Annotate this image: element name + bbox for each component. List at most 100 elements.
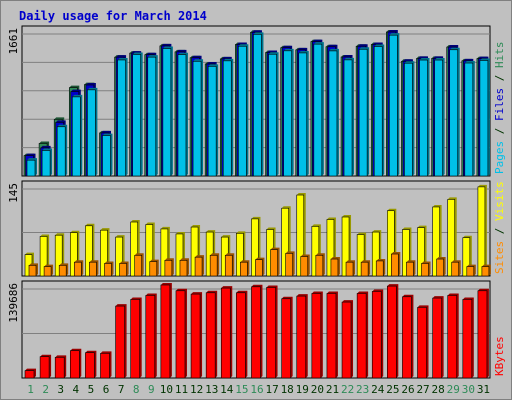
bar-kbytes-day2-face bbox=[39, 356, 50, 379]
x-axis-labels: 1 2 3 4 5 6 7 8 9 10 11 12 13 14 15 16 17 18 19 20 21 22 23 24 2… bbox=[27, 383, 490, 396]
bar-pages-day12 bbox=[192, 59, 204, 177]
bar-kbytes-day30-face bbox=[462, 299, 473, 379]
bar-sites-day19 bbox=[300, 254, 310, 277]
bar-sites-day6-face bbox=[104, 263, 112, 277]
bar-visits-day26-face bbox=[402, 229, 410, 277]
bar-pages-day28-face bbox=[434, 59, 443, 177]
bar-sites-day13 bbox=[209, 253, 220, 277]
bar-kbytes-day1-face bbox=[24, 370, 35, 379]
bar-pages-day14-face bbox=[222, 60, 232, 177]
bar-kbytes-day22-face bbox=[341, 301, 352, 379]
bar-sites-day18-face bbox=[285, 253, 293, 277]
bar-pages-day3 bbox=[56, 124, 68, 177]
bar-kbytes-day20-face bbox=[311, 293, 322, 379]
bar-visits-day16-face bbox=[251, 218, 259, 277]
bar-pages-day6-face bbox=[102, 135, 111, 177]
bar-sites-day28-face bbox=[436, 258, 444, 277]
bar-sites-day12 bbox=[194, 255, 205, 277]
panel-bottom: 139686 KBytes bbox=[7, 280, 506, 379]
bar-kbytes-day9 bbox=[145, 293, 157, 379]
bar-sites-day30-face bbox=[466, 266, 475, 277]
bar-kbytes-day26-face bbox=[402, 296, 412, 379]
bar-sites-day27 bbox=[421, 261, 431, 277]
panel-middle-ymax-label: 145 bbox=[7, 183, 20, 203]
x-label-day5: 5 bbox=[88, 383, 95, 396]
chart-panels: 1661 Pages / Files / Hits 145 Sites / Visit… bbox=[7, 25, 506, 379]
bar-pages-day8-face bbox=[132, 54, 141, 177]
bar-pages-day13 bbox=[207, 64, 219, 177]
bar-visits-day8-face bbox=[130, 221, 138, 277]
bar-pages-day25-face bbox=[389, 34, 398, 177]
bar-kbytes-day20-depth bbox=[311, 291, 323, 378]
bar-pages-day29 bbox=[449, 47, 460, 177]
bar-pages-day10-face bbox=[162, 48, 172, 177]
bar-visits-day24-face bbox=[371, 231, 380, 277]
bar-sites-day13-face bbox=[209, 254, 218, 277]
bar-kbytes-day24 bbox=[371, 289, 384, 379]
bar-sites-day10-face bbox=[164, 260, 173, 277]
bar-kbytes-day7 bbox=[115, 304, 127, 379]
bar-visits-day12-face bbox=[190, 226, 199, 277]
legend-part: / bbox=[493, 121, 506, 141]
bar-kbytes-day18-depth bbox=[281, 296, 293, 378]
bar-pages-day1 bbox=[26, 158, 37, 177]
bar-sites-day16-face bbox=[255, 259, 263, 277]
bar-kbytes-day2-depth bbox=[40, 354, 52, 378]
bar-kbytes-day30-depth bbox=[462, 297, 474, 378]
bar-pages-day14 bbox=[222, 58, 234, 177]
bar-sites-day20 bbox=[315, 253, 325, 277]
bar-kbytes-day14-face bbox=[220, 287, 231, 379]
x-label-day1: 1 bbox=[27, 383, 34, 396]
bar-pages-day9 bbox=[147, 55, 158, 177]
bar-kbytes-day8-depth bbox=[130, 297, 142, 378]
bar-kbytes-day31-face bbox=[477, 290, 488, 379]
bar-kbytes-day6-depth bbox=[100, 351, 112, 378]
bar-pages-day2 bbox=[41, 148, 53, 177]
bar-pages-day3-face bbox=[56, 126, 66, 177]
bar-kbytes-day20 bbox=[311, 291, 323, 379]
bar-pages-day30 bbox=[464, 61, 475, 177]
bar-pages-day16 bbox=[253, 32, 264, 177]
bar-kbytes-day27 bbox=[417, 305, 429, 379]
bar-kbytes-day28 bbox=[432, 296, 444, 379]
bar-pages-day21 bbox=[328, 48, 339, 177]
bar-visits-day10-face bbox=[160, 228, 169, 277]
bar-visits-day29-face bbox=[447, 199, 456, 277]
bar-sites-day4-face bbox=[73, 261, 82, 277]
bar-sites-day25-face bbox=[391, 253, 399, 277]
bar-kbytes-day17-face bbox=[266, 287, 276, 379]
bar-pages-day12-face bbox=[192, 60, 202, 177]
bar-kbytes-day17 bbox=[266, 285, 278, 379]
x-label-day18: 18 bbox=[281, 383, 294, 396]
bar-pages-day17-face bbox=[268, 53, 277, 177]
legend-part: Pages bbox=[493, 141, 506, 174]
bar-pages-day24-face bbox=[373, 46, 383, 177]
panel-top: 1661 Pages / Files / Hits bbox=[7, 25, 506, 177]
x-label-day4: 4 bbox=[73, 383, 80, 396]
x-label-day15: 15 bbox=[235, 383, 248, 396]
bar-kbytes-day11-depth bbox=[175, 288, 187, 378]
bar-kbytes-day28-face bbox=[432, 297, 442, 379]
bar-sites-day14-face bbox=[224, 254, 233, 277]
bar-kbytes-day1 bbox=[24, 368, 36, 379]
bar-pages-day15-face bbox=[238, 45, 247, 177]
bar-kbytes-day31 bbox=[477, 288, 489, 379]
bar-kbytes-day16 bbox=[251, 284, 263, 379]
bar-sites-day8 bbox=[134, 253, 144, 277]
bar-pages-day11-face bbox=[177, 54, 187, 177]
x-label-day17: 17 bbox=[265, 383, 278, 396]
x-label-day8: 8 bbox=[133, 383, 140, 396]
bar-sites-day15-face bbox=[240, 261, 248, 277]
x-label-day10: 10 bbox=[160, 383, 173, 396]
x-label-day28: 28 bbox=[432, 383, 445, 396]
bar-pages-day20 bbox=[313, 42, 324, 177]
bar-kbytes-day13 bbox=[205, 290, 218, 379]
x-label-day16: 16 bbox=[250, 383, 263, 396]
bar-sites-day7-face bbox=[119, 263, 127, 277]
bar-kbytes-day3 bbox=[54, 355, 67, 379]
bar-sites-day10 bbox=[164, 258, 174, 277]
bar-visits-day6-face bbox=[100, 229, 108, 277]
x-label-day23: 23 bbox=[356, 383, 369, 396]
bar-pages-day27 bbox=[419, 58, 430, 177]
